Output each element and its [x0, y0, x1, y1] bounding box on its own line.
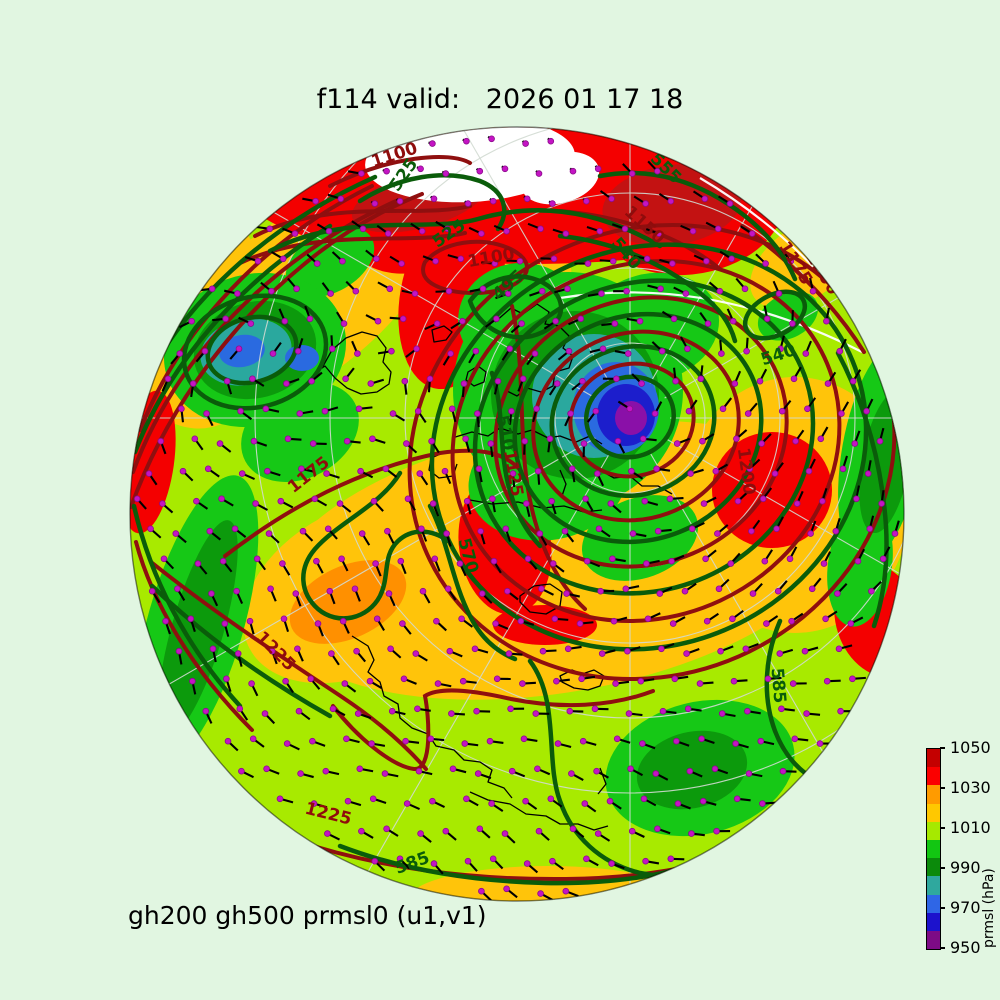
colorbar-segment	[927, 785, 940, 804]
colorbar-segment	[927, 767, 940, 786]
colorbar-ticks: 950 970 990 1010 1030 1050	[926, 739, 1000, 957]
colorbar-axis-label: prmsl (hPa)	[981, 868, 997, 948]
colorbar-segment	[927, 803, 940, 822]
wind-vector-layer	[133, 135, 900, 901]
colorbar-segment	[927, 876, 940, 895]
plot-title: f114 valid: 2026 01 17 18	[316, 84, 684, 115]
colorbar-segment	[927, 821, 940, 840]
colorbar-segment	[927, 912, 940, 931]
colorbar-tick-label: 990	[950, 858, 981, 877]
colorbar-segment	[927, 839, 940, 859]
colorbar-segment	[927, 749, 940, 768]
colorbar-segment	[927, 858, 940, 877]
globe-rim	[129, 126, 905, 902]
colorbar	[926, 748, 941, 950]
colorbar-segment	[927, 894, 940, 913]
colorbar-tick-label: 970	[950, 898, 981, 917]
colorbar-tick-label: 1030	[950, 778, 991, 797]
plot-subtitle: gh200 gh500 prmsl0 (u1,v1)	[128, 901, 487, 930]
colorbar-tick-mark	[940, 907, 945, 909]
gh500-contour-label: 585	[766, 667, 789, 704]
colorbar-tick-label: 1010	[950, 818, 991, 837]
gh500-contour-layer	[131, 170, 889, 886]
colorbar-tick-mark	[940, 747, 945, 749]
colorbar-tick-mark	[940, 827, 945, 829]
colorbar-tick-label: 1050	[950, 738, 991, 757]
colorbar-tick-label: 950	[950, 938, 981, 957]
colorbar-tick-mark	[940, 867, 945, 869]
colorbar-tick-mark	[940, 787, 945, 789]
colorbar-segment	[927, 930, 940, 950]
colorbar-tick-mark	[940, 947, 945, 949]
